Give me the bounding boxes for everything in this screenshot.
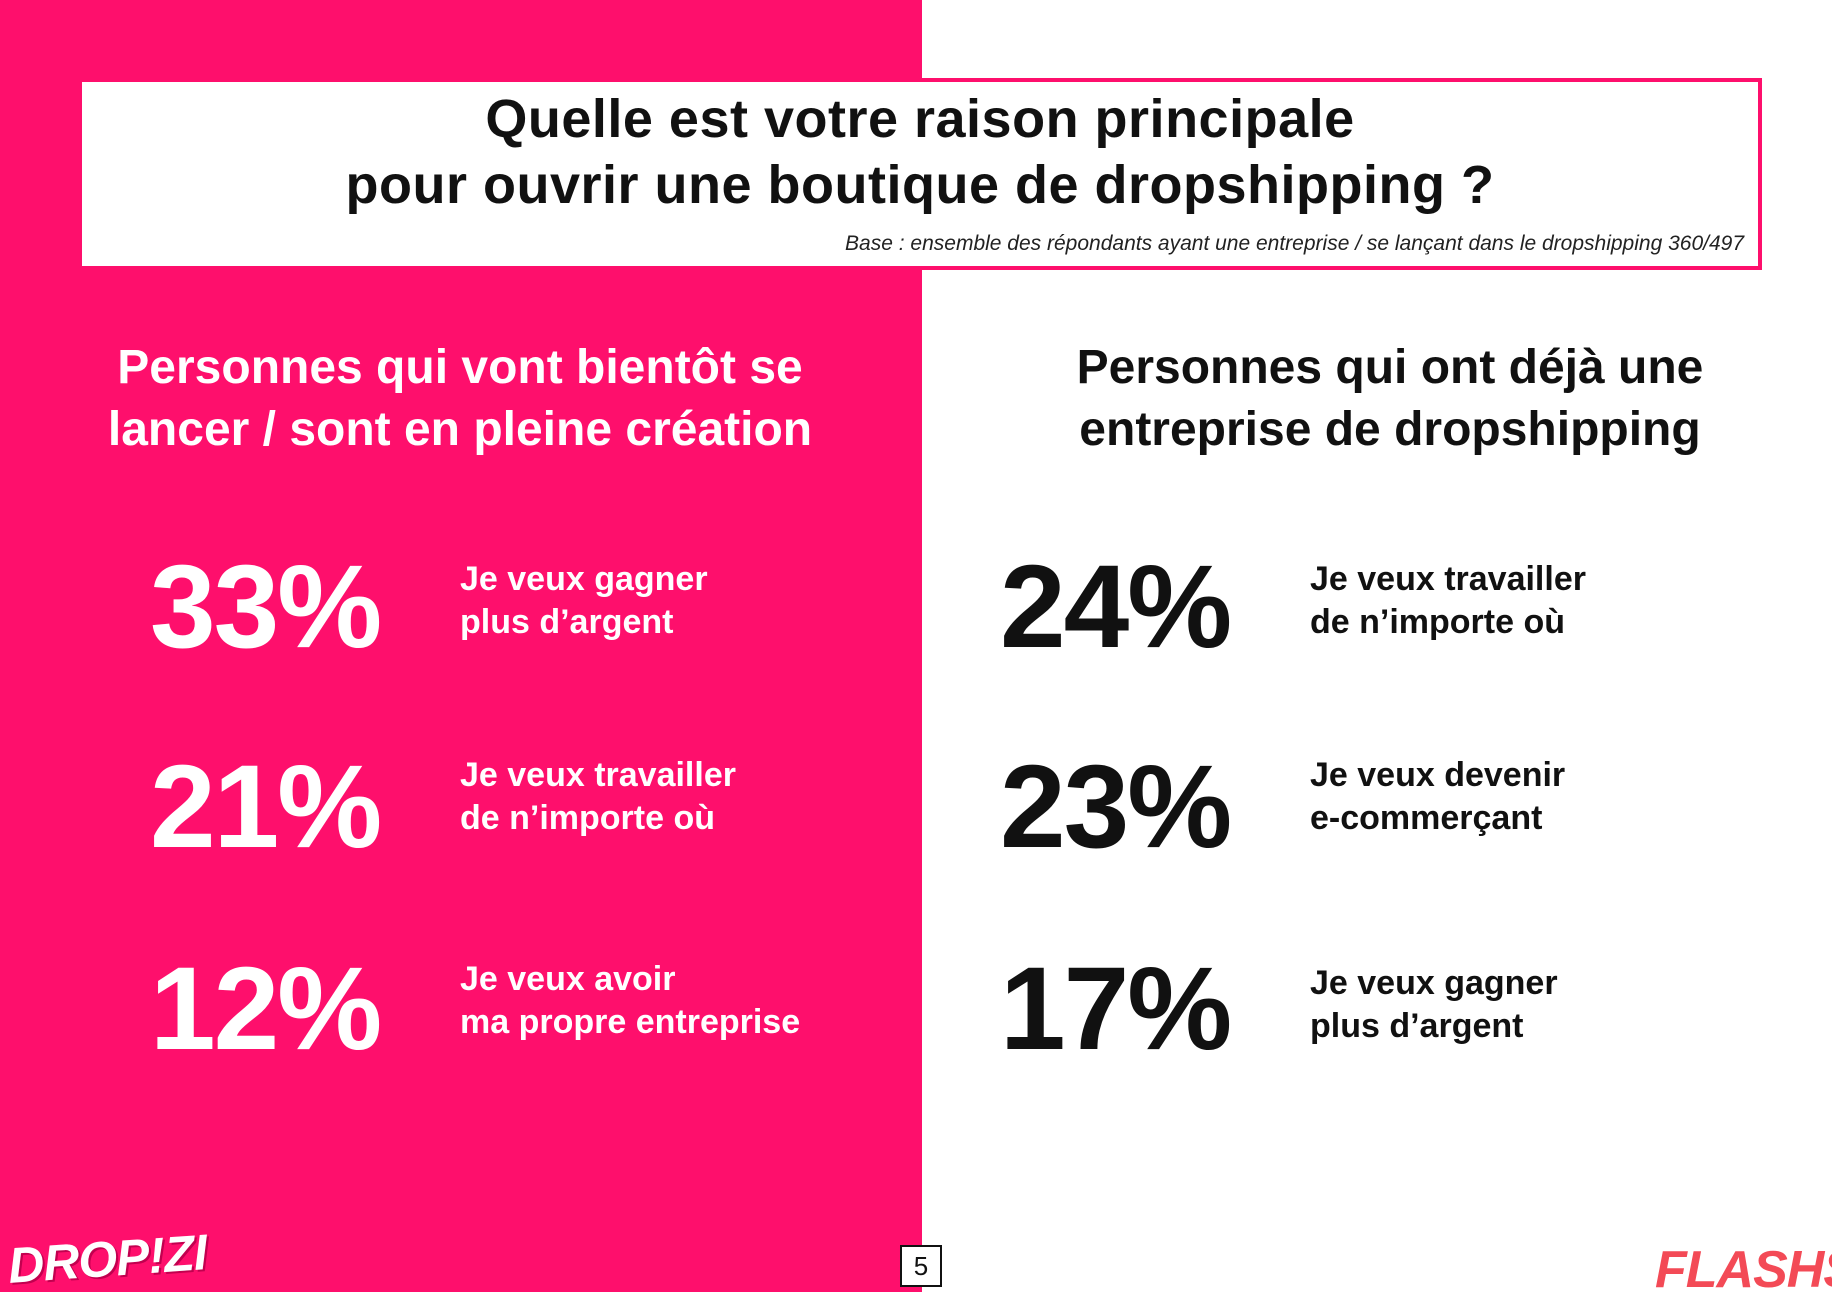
left-stat-1-reason: Je veux gagner plus d’argent	[460, 558, 708, 644]
left-stat-2-percent: 21%	[150, 741, 382, 873]
right-stat-3-reason: Je veux gagner plus d’argent	[1310, 962, 1558, 1048]
base-note: Base : ensemble des répondants ayant une…	[845, 232, 1744, 255]
right-heading-line-1: Personnes qui ont déjà une	[1076, 341, 1704, 394]
left-heading-line-1: Personnes qui vont bientôt se	[117, 341, 803, 394]
left-stat-2-reason: Je veux travailler de n’importe où	[460, 754, 736, 840]
reason-line: Je veux gagner	[460, 560, 708, 598]
reason-line: Je veux travailler	[1310, 560, 1586, 598]
right-heading-line-2: entreprise de dropshipping	[1079, 403, 1701, 456]
reason-line: plus d’argent	[460, 603, 674, 641]
left-stat-3-reason: Je veux avoir ma propre entreprise	[460, 958, 800, 1044]
reason-line: de n’importe où	[1310, 603, 1565, 641]
flashs-logo: FLASHS	[1655, 1240, 1832, 1300]
reason-line: Je veux travailler	[460, 756, 736, 794]
left-column-heading: Personnes qui vont bientôt se lancer / s…	[40, 337, 880, 461]
reason-line: plus d’argent	[1310, 1007, 1524, 1045]
reason-line: ma propre entreprise	[460, 1003, 801, 1041]
right-stat-2-percent: 23%	[1000, 741, 1232, 873]
right-stat-3-percent: 17%	[1000, 943, 1232, 1075]
reason-line: de n’importe où	[460, 799, 715, 837]
page-number: 5	[900, 1245, 942, 1287]
title-box: Quelle est votre raison principale pour …	[78, 78, 1762, 270]
reason-line: Je veux avoir	[460, 960, 676, 998]
right-column-heading: Personnes qui ont déjà une entreprise de…	[970, 337, 1810, 461]
reason-line: Je veux devenir	[1310, 756, 1566, 794]
left-heading-line-2: lancer / sont en pleine création	[107, 403, 813, 456]
right-stat-1-reason: Je veux travailler de n’importe où	[1310, 558, 1586, 644]
left-stat-1-percent: 33%	[150, 541, 382, 673]
right-stat-1-percent: 24%	[1000, 541, 1232, 673]
left-stat-3-percent: 12%	[150, 943, 382, 1075]
page-title-line-2: pour ouvrir une boutique de dropshipping…	[345, 155, 1495, 215]
right-stat-2-reason: Je veux devenir e-commerçant	[1310, 754, 1565, 840]
page-title-line-1: Quelle est votre raison principale	[485, 89, 1355, 149]
reason-line: Je veux gagner	[1310, 964, 1558, 1002]
reason-line: e-commerçant	[1310, 799, 1543, 837]
